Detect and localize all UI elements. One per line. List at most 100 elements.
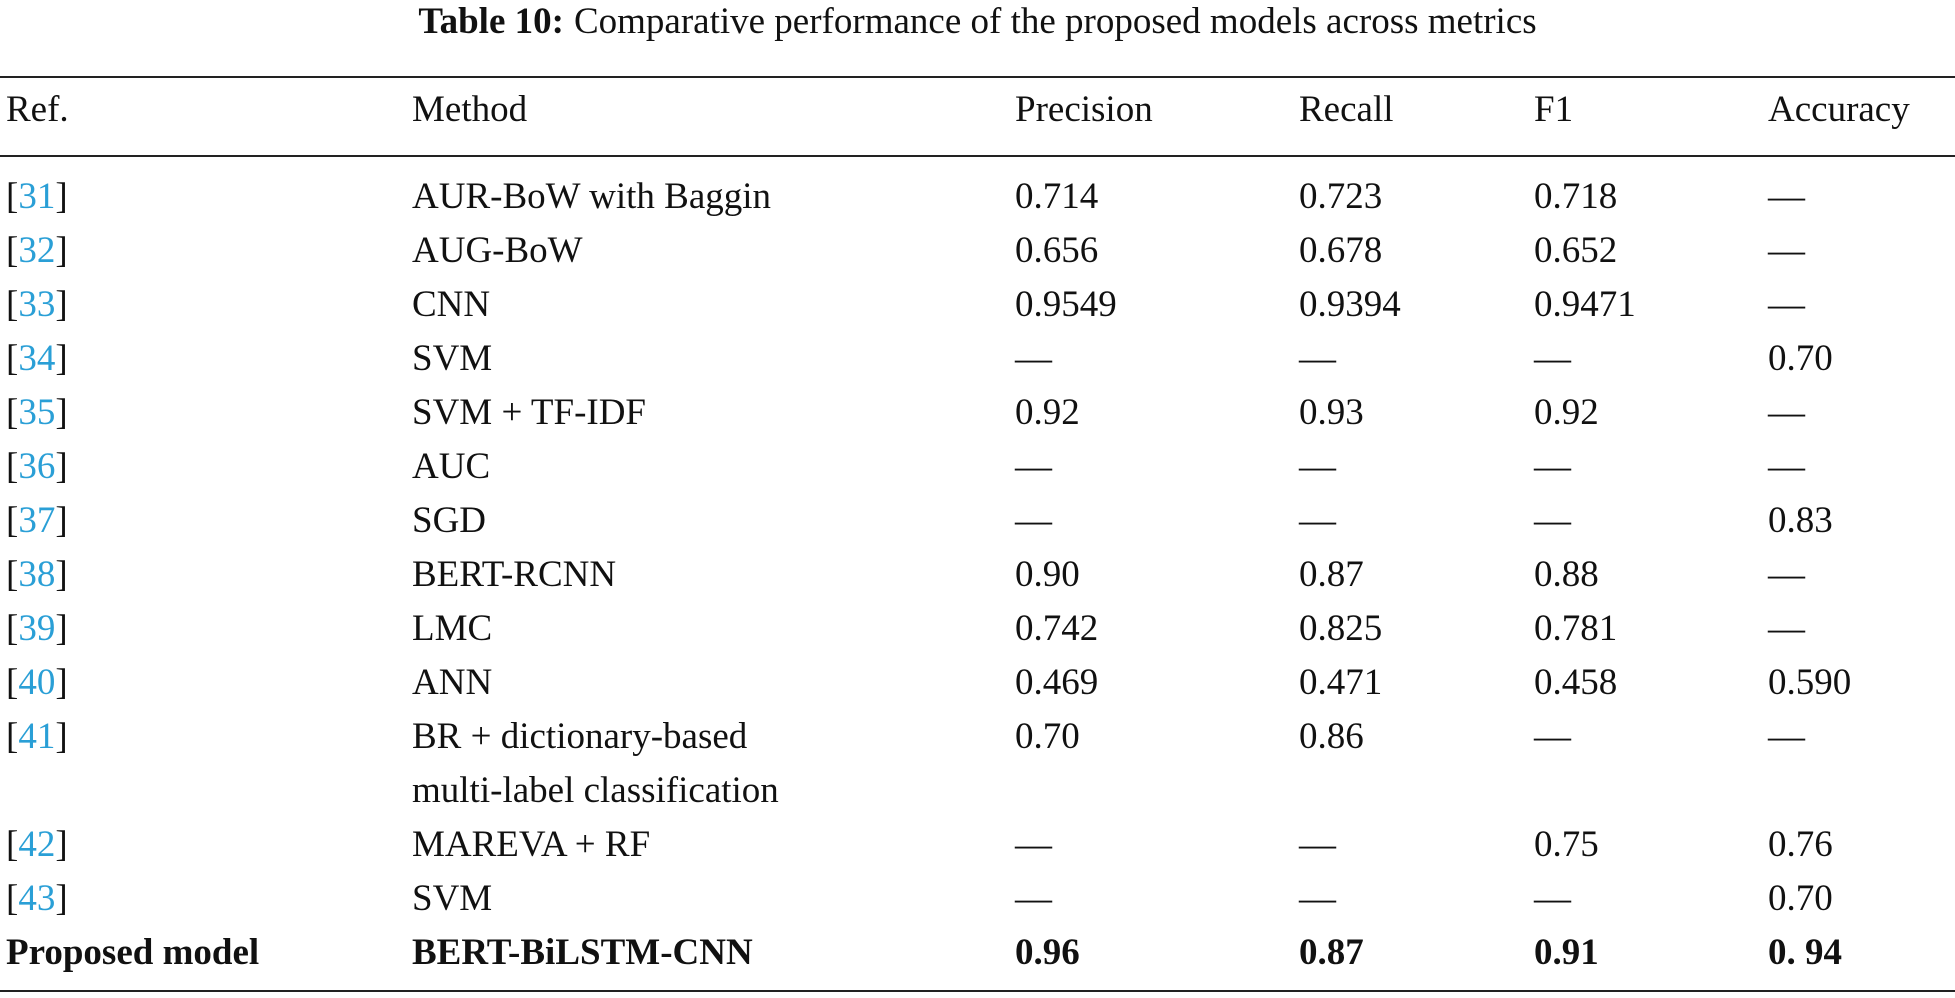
metric-cell: — bbox=[1768, 230, 1805, 271]
method-cell: MAREVA + RF bbox=[412, 824, 651, 865]
method-cell: SGD bbox=[412, 500, 487, 541]
ref-cell: [36] bbox=[6, 446, 68, 487]
metric-cell: 0.742 bbox=[1015, 608, 1099, 649]
ref-cell: [38] bbox=[6, 554, 68, 595]
method-cell: LMC bbox=[412, 608, 493, 649]
header-cell: F1 bbox=[1534, 89, 1574, 130]
ref-cell: [33] bbox=[6, 284, 68, 325]
ref-cell: [32] bbox=[6, 230, 68, 271]
metric-cell: — bbox=[1299, 500, 1336, 541]
metric-cell: 0.90 bbox=[1015, 554, 1080, 595]
ref-cell: [40] bbox=[6, 662, 68, 703]
metric-cell: — bbox=[1015, 824, 1052, 865]
metric-cell: — bbox=[1534, 338, 1571, 379]
ref-cell: [42] bbox=[6, 824, 68, 865]
bottom-rule bbox=[0, 990, 1955, 992]
metric-cell: — bbox=[1768, 392, 1805, 433]
header-cell: Method bbox=[412, 89, 528, 130]
metric-cell: 0.86 bbox=[1299, 716, 1364, 757]
table-row: Proposed model BERT-BiLSTM-CNN 0.96 0.87 0.9… bbox=[6, 926, 1955, 980]
top-rule bbox=[0, 76, 1955, 78]
metric-cell: — bbox=[1768, 284, 1805, 325]
metric-cell: — bbox=[1768, 446, 1805, 487]
method-cell: ANN bbox=[412, 662, 493, 703]
metric-cell: — bbox=[1768, 554, 1805, 595]
metric-cell: — bbox=[1534, 500, 1571, 541]
metric-cell: 0.75 bbox=[1534, 824, 1599, 865]
metric-cell: 0.87 bbox=[1299, 554, 1364, 595]
table-title: Table 10: Comparative performance of the … bbox=[0, 0, 1955, 44]
metric-cell: — bbox=[1768, 608, 1805, 649]
metric-cell: 0.87 bbox=[1299, 932, 1364, 973]
table-row: [39] LMC 0.742 0.825 0.781 — bbox=[6, 602, 1955, 656]
metric-cell: — bbox=[1015, 500, 1052, 541]
method-cell: SVM bbox=[412, 338, 493, 379]
table-row: [37] SGD — — — 0.83 bbox=[6, 494, 1955, 548]
ref-cell: [43] bbox=[6, 878, 68, 919]
metric-cell: 0.91 bbox=[1534, 932, 1599, 973]
table-row: [36] AUC — — — — bbox=[6, 440, 1955, 494]
title-text: Comparative performance of the proposed … bbox=[573, 1, 1537, 42]
metric-cell: — bbox=[1534, 878, 1571, 919]
metric-cell: — bbox=[1768, 176, 1805, 217]
ref-cell: [41] bbox=[6, 716, 68, 757]
header-cell: Precision bbox=[1015, 89, 1153, 130]
table-row: [33] CNN 0.9549 0.9394 0.9471 — bbox=[6, 278, 1955, 332]
metric-cell: — bbox=[1015, 338, 1052, 379]
header-table: Ref. Method Precision Recall F1 Accuracy bbox=[6, 83, 1955, 137]
method-cell: BERT-RCNN bbox=[412, 554, 617, 595]
metric-cell: — bbox=[1534, 446, 1571, 487]
body-table: [31] AUR-BoW with Baggin 0.714 0.723 0.718—[… bbox=[6, 170, 1955, 980]
metric-cell: 0.70 bbox=[1768, 338, 1833, 379]
metric-cell: 0.9394 bbox=[1299, 284, 1401, 325]
ref-cell: [34] bbox=[6, 338, 68, 379]
metric-cell: 0.70 bbox=[1015, 716, 1080, 757]
table-row: [38] BERT-RCNN 0.90 0.87 0.88 — bbox=[6, 548, 1955, 602]
metric-cell: 0.590 bbox=[1768, 662, 1852, 703]
metric-cell: 0.93 bbox=[1299, 392, 1364, 433]
metric-cell: 0.678 bbox=[1299, 230, 1383, 271]
metric-cell: — bbox=[1299, 824, 1336, 865]
table-row: [42] MAREVA + RF — — 0.75 0.76 bbox=[6, 818, 1955, 872]
table-row: [43] SVM — — — 0.70 bbox=[6, 872, 1955, 926]
ref-cell: [31] bbox=[6, 176, 68, 217]
metric-cell: 0.83 bbox=[1768, 500, 1833, 541]
ref-cell: [39] bbox=[6, 608, 68, 649]
header-cell: Accuracy bbox=[1768, 89, 1910, 130]
table-row: [34] SVM — — — 0.70 bbox=[6, 332, 1955, 386]
header-cell: Ref. bbox=[6, 89, 69, 130]
header-row: Ref. Method Precision Recall F1 Accuracy bbox=[6, 83, 1955, 137]
method-cell: CNN bbox=[412, 284, 491, 325]
table-row: [35] SVM + TF-IDF 0.92 0.93 0.92 — bbox=[6, 386, 1955, 440]
metric-cell: 0.656 bbox=[1015, 230, 1099, 271]
ref-cell: [37] bbox=[6, 500, 68, 541]
metric-cell: 0.9549 bbox=[1015, 284, 1117, 325]
metric-cell: — bbox=[1534, 716, 1571, 757]
metric-cell: 0. 94 bbox=[1768, 932, 1842, 973]
metric-cell: 0.70 bbox=[1768, 878, 1833, 919]
metric-cell: — bbox=[1015, 446, 1052, 487]
metric-cell: — bbox=[1299, 338, 1336, 379]
metric-cell: 0.781 bbox=[1534, 608, 1618, 649]
metric-cell: 0.714 bbox=[1015, 176, 1099, 217]
metric-cell: 0.96 bbox=[1015, 932, 1080, 973]
method-cell: SVM + TF-IDF bbox=[412, 392, 647, 433]
table-row: [31] AUR-BoW with Baggin 0.714 0.723 0.718 — bbox=[6, 170, 1955, 224]
metric-cell: — bbox=[1299, 446, 1336, 487]
method-cell: AUC bbox=[412, 446, 491, 487]
metric-cell: 0.718 bbox=[1534, 176, 1618, 217]
method-cell: BERT-BiLSTM-CNN bbox=[412, 932, 753, 973]
metric-cell: 0.9471 bbox=[1534, 284, 1636, 325]
metric-cell: 0.723 bbox=[1299, 176, 1383, 217]
metric-cell: 0.825 bbox=[1299, 608, 1383, 649]
metric-cell: 0.469 bbox=[1015, 662, 1099, 703]
metric-cell: 0.88 bbox=[1534, 554, 1599, 595]
ref-cell: Proposed model bbox=[6, 932, 260, 973]
table-row: [41] BR + dictionary-based multi-label cl… bbox=[6, 710, 1955, 818]
header-cell: Recall bbox=[1299, 89, 1394, 130]
mid-rule bbox=[0, 155, 1955, 157]
metric-cell: 0.471 bbox=[1299, 662, 1383, 703]
table-row: [32] AUG-BoW 0.656 0.678 0.652 — bbox=[6, 224, 1955, 278]
metric-cell: 0.92 bbox=[1534, 392, 1599, 433]
